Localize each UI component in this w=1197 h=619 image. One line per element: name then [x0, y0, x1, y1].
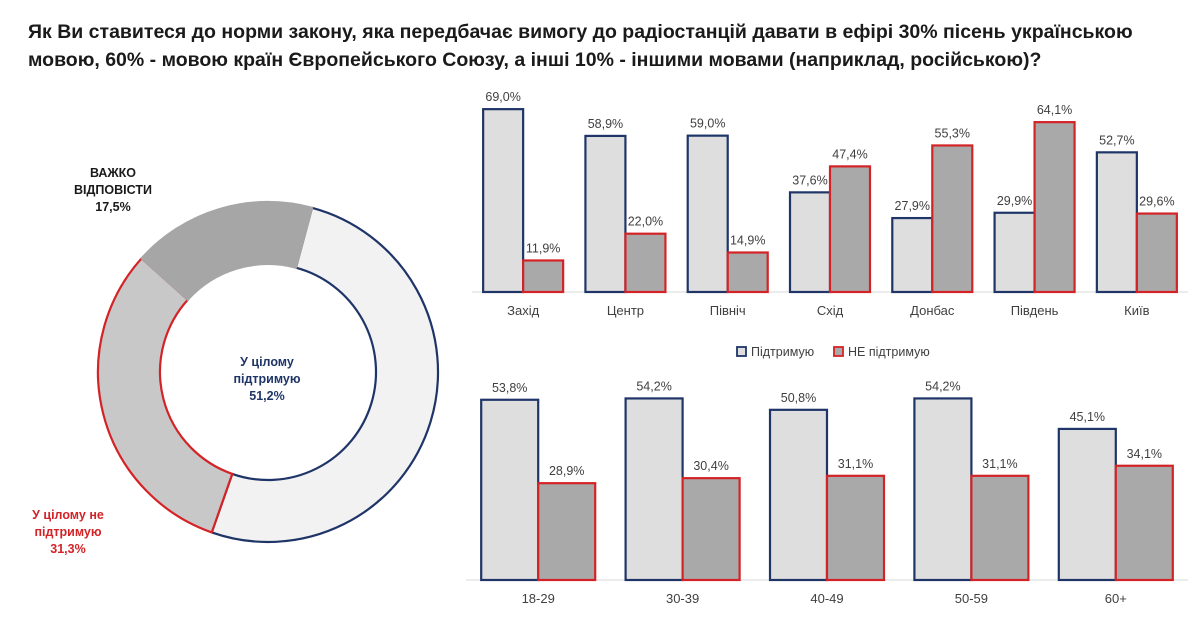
data-label: 34,1%: [1127, 447, 1162, 461]
bar-oppose: [681, 477, 741, 582]
donut-label-support: 51,2%: [249, 389, 284, 403]
category-label: 60+: [1105, 591, 1127, 606]
donut-chart: У цілому підтримую 51,2% У цілому не підтрим…: [32, 166, 440, 556]
category-label: Південь: [1011, 303, 1059, 318]
donut-label-support: підтримую: [233, 372, 300, 386]
donut-label-oppose: У цілому не: [32, 508, 104, 522]
bar-oppose: [624, 232, 667, 294]
donut-slice-support: [210, 206, 440, 544]
bar-oppose: [1033, 121, 1076, 294]
legend-label: Підтримую: [751, 345, 814, 359]
data-label: 52,7%: [1099, 133, 1134, 147]
data-label: 53,8%: [492, 381, 527, 395]
category-label: Київ: [1124, 303, 1149, 318]
bar-support: [482, 108, 525, 294]
bar-oppose: [1135, 212, 1178, 294]
donut-label-hard: ВАЖКО: [90, 166, 136, 180]
data-label: 31,1%: [982, 457, 1017, 471]
bar-oppose: [825, 474, 886, 582]
bar-support: [686, 134, 729, 294]
chart-title: Як Ви ставитеся до норми закону, яка пер…: [28, 21, 1133, 71]
donut-label-support: У цілому: [240, 355, 294, 369]
bar-oppose: [726, 251, 769, 294]
legend-swatch: [736, 346, 747, 357]
donut-slice-oppose: [96, 257, 234, 534]
category-label: Північ: [710, 303, 746, 318]
data-label: 29,6%: [1139, 195, 1174, 209]
category-label: 30-39: [666, 591, 699, 606]
data-label: 29,9%: [997, 194, 1032, 208]
data-label: 22,0%: [628, 215, 663, 229]
donut-label-oppose: підтримую: [34, 525, 101, 539]
data-label: 55,3%: [935, 126, 970, 140]
bar-support: [584, 134, 627, 294]
bar-support: [913, 397, 973, 582]
data-label: 69,0%: [485, 90, 520, 104]
data-label: 59,0%: [690, 117, 725, 131]
bar-support: [788, 191, 832, 294]
data-label: 14,9%: [730, 234, 765, 248]
data-label: 58,9%: [588, 117, 623, 131]
data-label: 50,8%: [781, 391, 816, 405]
donut-label-oppose: 31,3%: [50, 542, 85, 556]
category-label: Донбас: [910, 303, 955, 318]
category-label: 50-59: [955, 591, 988, 606]
bar-oppose: [931, 144, 974, 294]
bar-oppose: [537, 482, 597, 582]
bar-support: [993, 211, 1036, 294]
category-label: 40-49: [810, 591, 843, 606]
data-label: 37,6%: [792, 173, 827, 187]
donut-label-hard: ВІДПОВІСТИ: [74, 183, 152, 197]
bar-oppose: [828, 165, 872, 294]
bar-support: [1057, 427, 1117, 582]
category-label: 18-29: [522, 591, 555, 606]
data-label: 28,9%: [549, 464, 584, 478]
bar-oppose: [1114, 464, 1174, 582]
data-label: 54,2%: [925, 379, 960, 393]
data-label: 31,1%: [838, 457, 873, 471]
bar-support: [480, 398, 540, 582]
data-label: 30,4%: [693, 459, 728, 473]
data-label: 27,9%: [895, 199, 930, 213]
category-label: Захід: [507, 303, 539, 318]
legend-label: НЕ підтримую: [848, 345, 930, 359]
legend-swatch: [833, 346, 844, 357]
bar-support: [768, 408, 829, 582]
data-label: 11,9%: [526, 241, 561, 255]
bar-support: [624, 397, 684, 582]
bar-oppose: [522, 259, 565, 294]
data-label: 45,1%: [1070, 410, 1105, 424]
data-label: 47,4%: [832, 147, 867, 161]
bar-oppose: [970, 474, 1030, 582]
donut-label-hard: 17,5%: [95, 200, 130, 214]
donut-slice-hard: [140, 200, 314, 301]
data-label: 54,2%: [636, 379, 671, 393]
category-label: Центр: [607, 303, 644, 318]
category-label: Схід: [817, 303, 844, 318]
data-label: 64,1%: [1037, 103, 1072, 117]
